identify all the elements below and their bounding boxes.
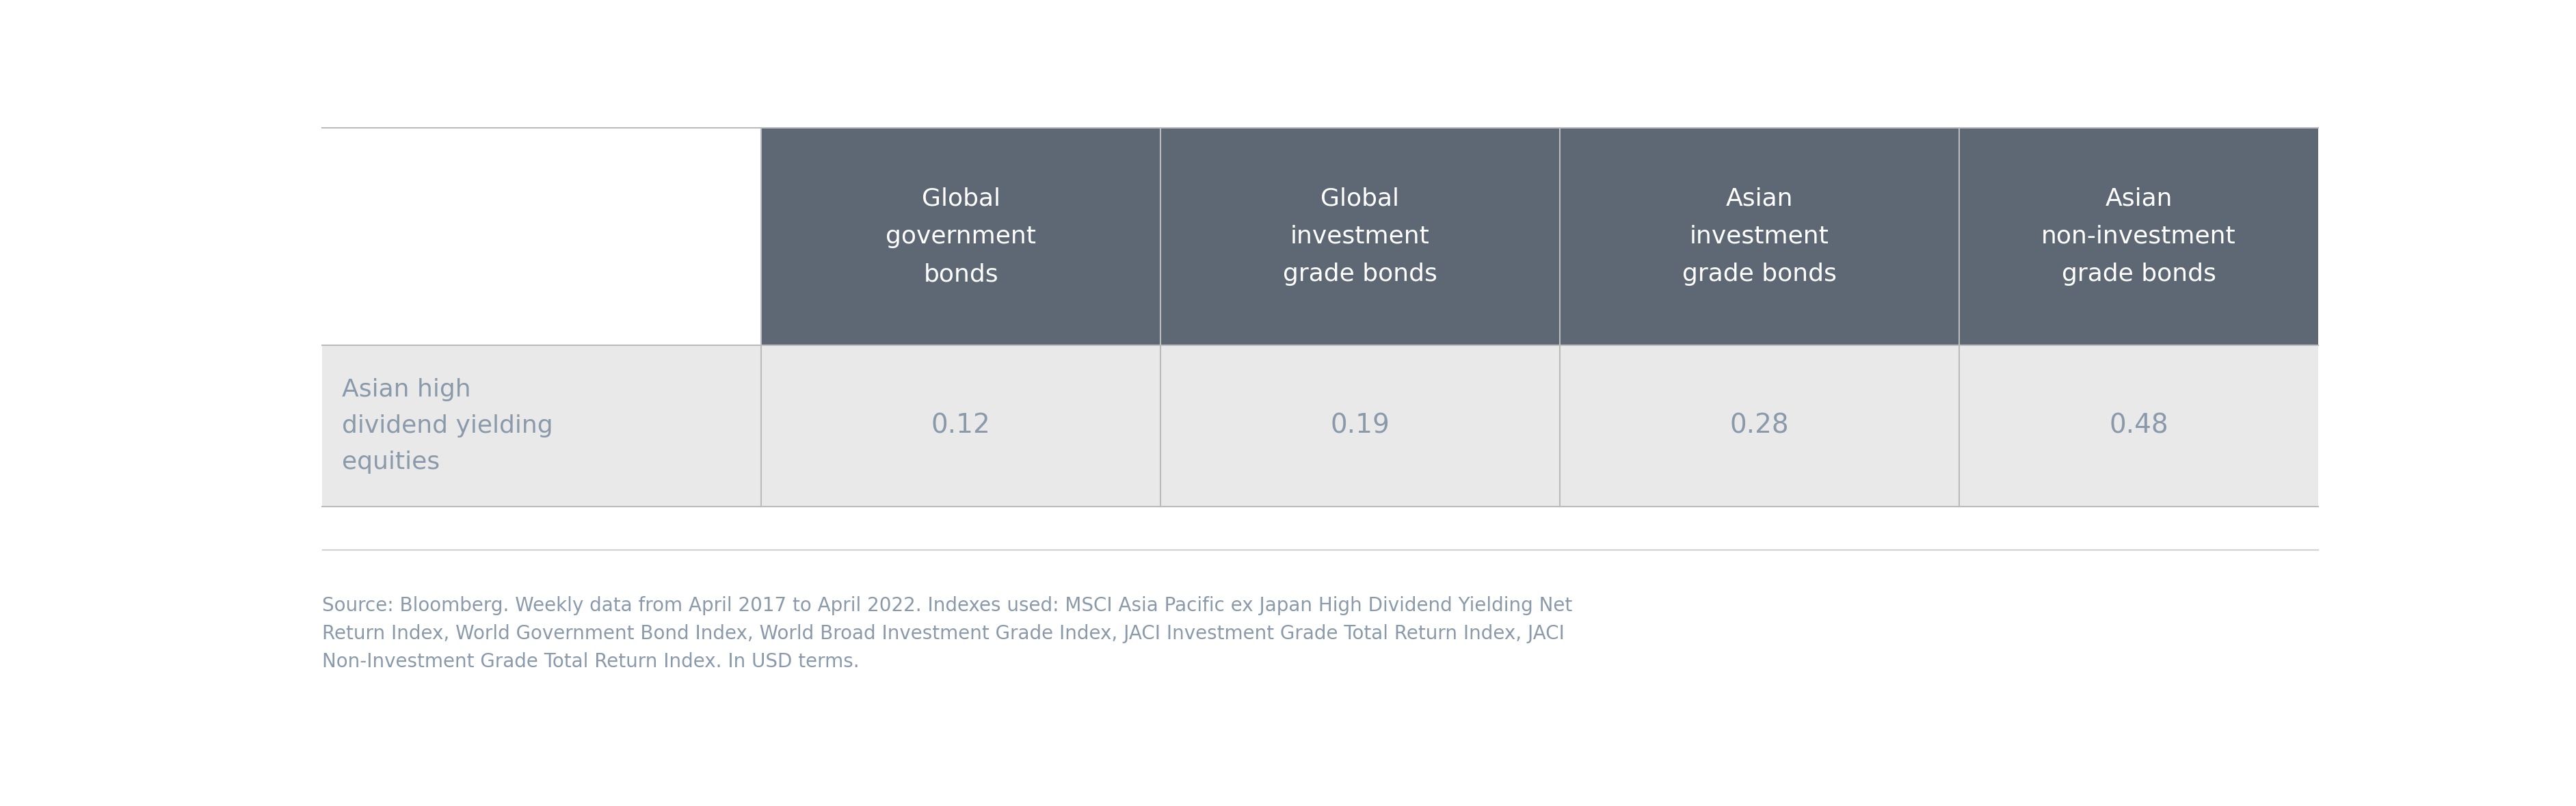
Bar (1960, 128, 2318, 345)
Bar (322, 345, 762, 506)
Text: 0.19: 0.19 (1329, 413, 1391, 438)
Text: Asian
investment
grade bonds: Asian investment grade bonds (1682, 187, 1837, 286)
Bar (762, 128, 1159, 345)
Bar (322, 128, 762, 345)
Text: Global
government
bonds: Global government bonds (886, 187, 1036, 286)
Bar (1960, 345, 2318, 506)
Bar (762, 345, 1159, 506)
Bar (1558, 345, 1958, 506)
Bar (1558, 128, 1958, 345)
Text: Asian high
dividend yielding
equities: Asian high dividend yielding equities (343, 378, 554, 473)
Text: Global
investment
grade bonds: Global investment grade bonds (1283, 187, 1437, 286)
Text: Source: Bloomberg. Weekly data from April 2017 to April 2022. Indexes used: MSCI: Source: Bloomberg. Weekly data from Apri… (322, 596, 1571, 671)
Bar (1159, 128, 1561, 345)
Text: 0.28: 0.28 (1731, 413, 1788, 438)
Text: Asian
non-investment
grade bonds: Asian non-investment grade bonds (2040, 187, 2236, 286)
Bar (1159, 345, 1561, 506)
Text: 0.12: 0.12 (930, 413, 992, 438)
Text: 0.48: 0.48 (2110, 413, 2169, 438)
